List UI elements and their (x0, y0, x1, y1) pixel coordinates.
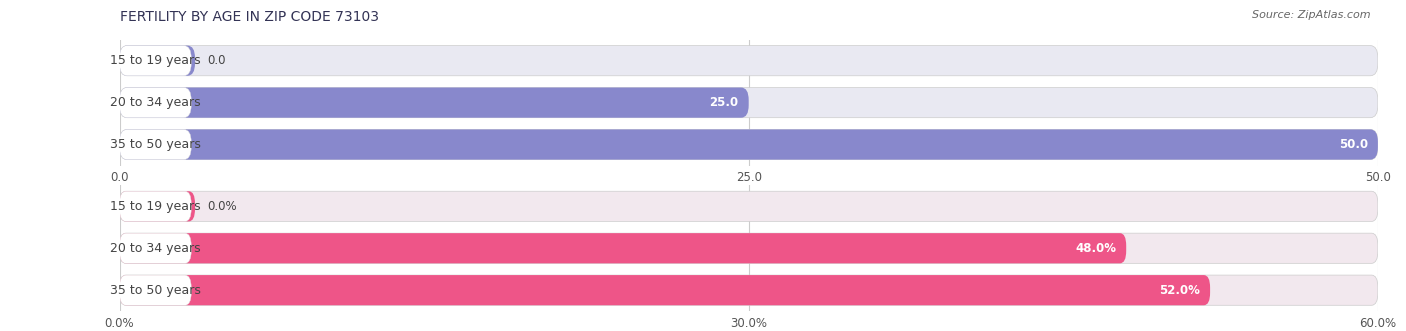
FancyBboxPatch shape (120, 87, 191, 118)
Text: 35 to 50 years: 35 to 50 years (110, 284, 201, 297)
FancyBboxPatch shape (120, 191, 195, 221)
Text: 35 to 50 years: 35 to 50 years (110, 138, 201, 151)
Text: 25.0: 25.0 (710, 96, 738, 109)
FancyBboxPatch shape (120, 129, 1378, 160)
Text: 0.0: 0.0 (208, 54, 226, 67)
FancyBboxPatch shape (120, 275, 1378, 305)
Text: Source: ZipAtlas.com: Source: ZipAtlas.com (1253, 10, 1371, 20)
FancyBboxPatch shape (120, 233, 1126, 263)
FancyBboxPatch shape (120, 191, 191, 221)
FancyBboxPatch shape (120, 275, 191, 305)
Text: 0.0%: 0.0% (208, 200, 238, 213)
FancyBboxPatch shape (120, 46, 1378, 76)
Text: 15 to 19 years: 15 to 19 years (110, 54, 201, 67)
Text: 20 to 34 years: 20 to 34 years (110, 242, 201, 255)
FancyBboxPatch shape (120, 233, 191, 263)
Text: 48.0%: 48.0% (1076, 242, 1116, 255)
FancyBboxPatch shape (120, 46, 195, 76)
FancyBboxPatch shape (120, 46, 191, 76)
Text: 20 to 34 years: 20 to 34 years (110, 96, 201, 109)
FancyBboxPatch shape (120, 129, 191, 160)
FancyBboxPatch shape (120, 233, 1378, 263)
FancyBboxPatch shape (120, 87, 748, 118)
Text: 52.0%: 52.0% (1159, 284, 1201, 297)
FancyBboxPatch shape (120, 129, 1378, 160)
FancyBboxPatch shape (120, 191, 1378, 221)
FancyBboxPatch shape (120, 87, 1378, 118)
Text: 50.0: 50.0 (1339, 138, 1368, 151)
Text: 15 to 19 years: 15 to 19 years (110, 200, 201, 213)
Text: FERTILITY BY AGE IN ZIP CODE 73103: FERTILITY BY AGE IN ZIP CODE 73103 (120, 10, 378, 24)
FancyBboxPatch shape (120, 275, 1211, 305)
